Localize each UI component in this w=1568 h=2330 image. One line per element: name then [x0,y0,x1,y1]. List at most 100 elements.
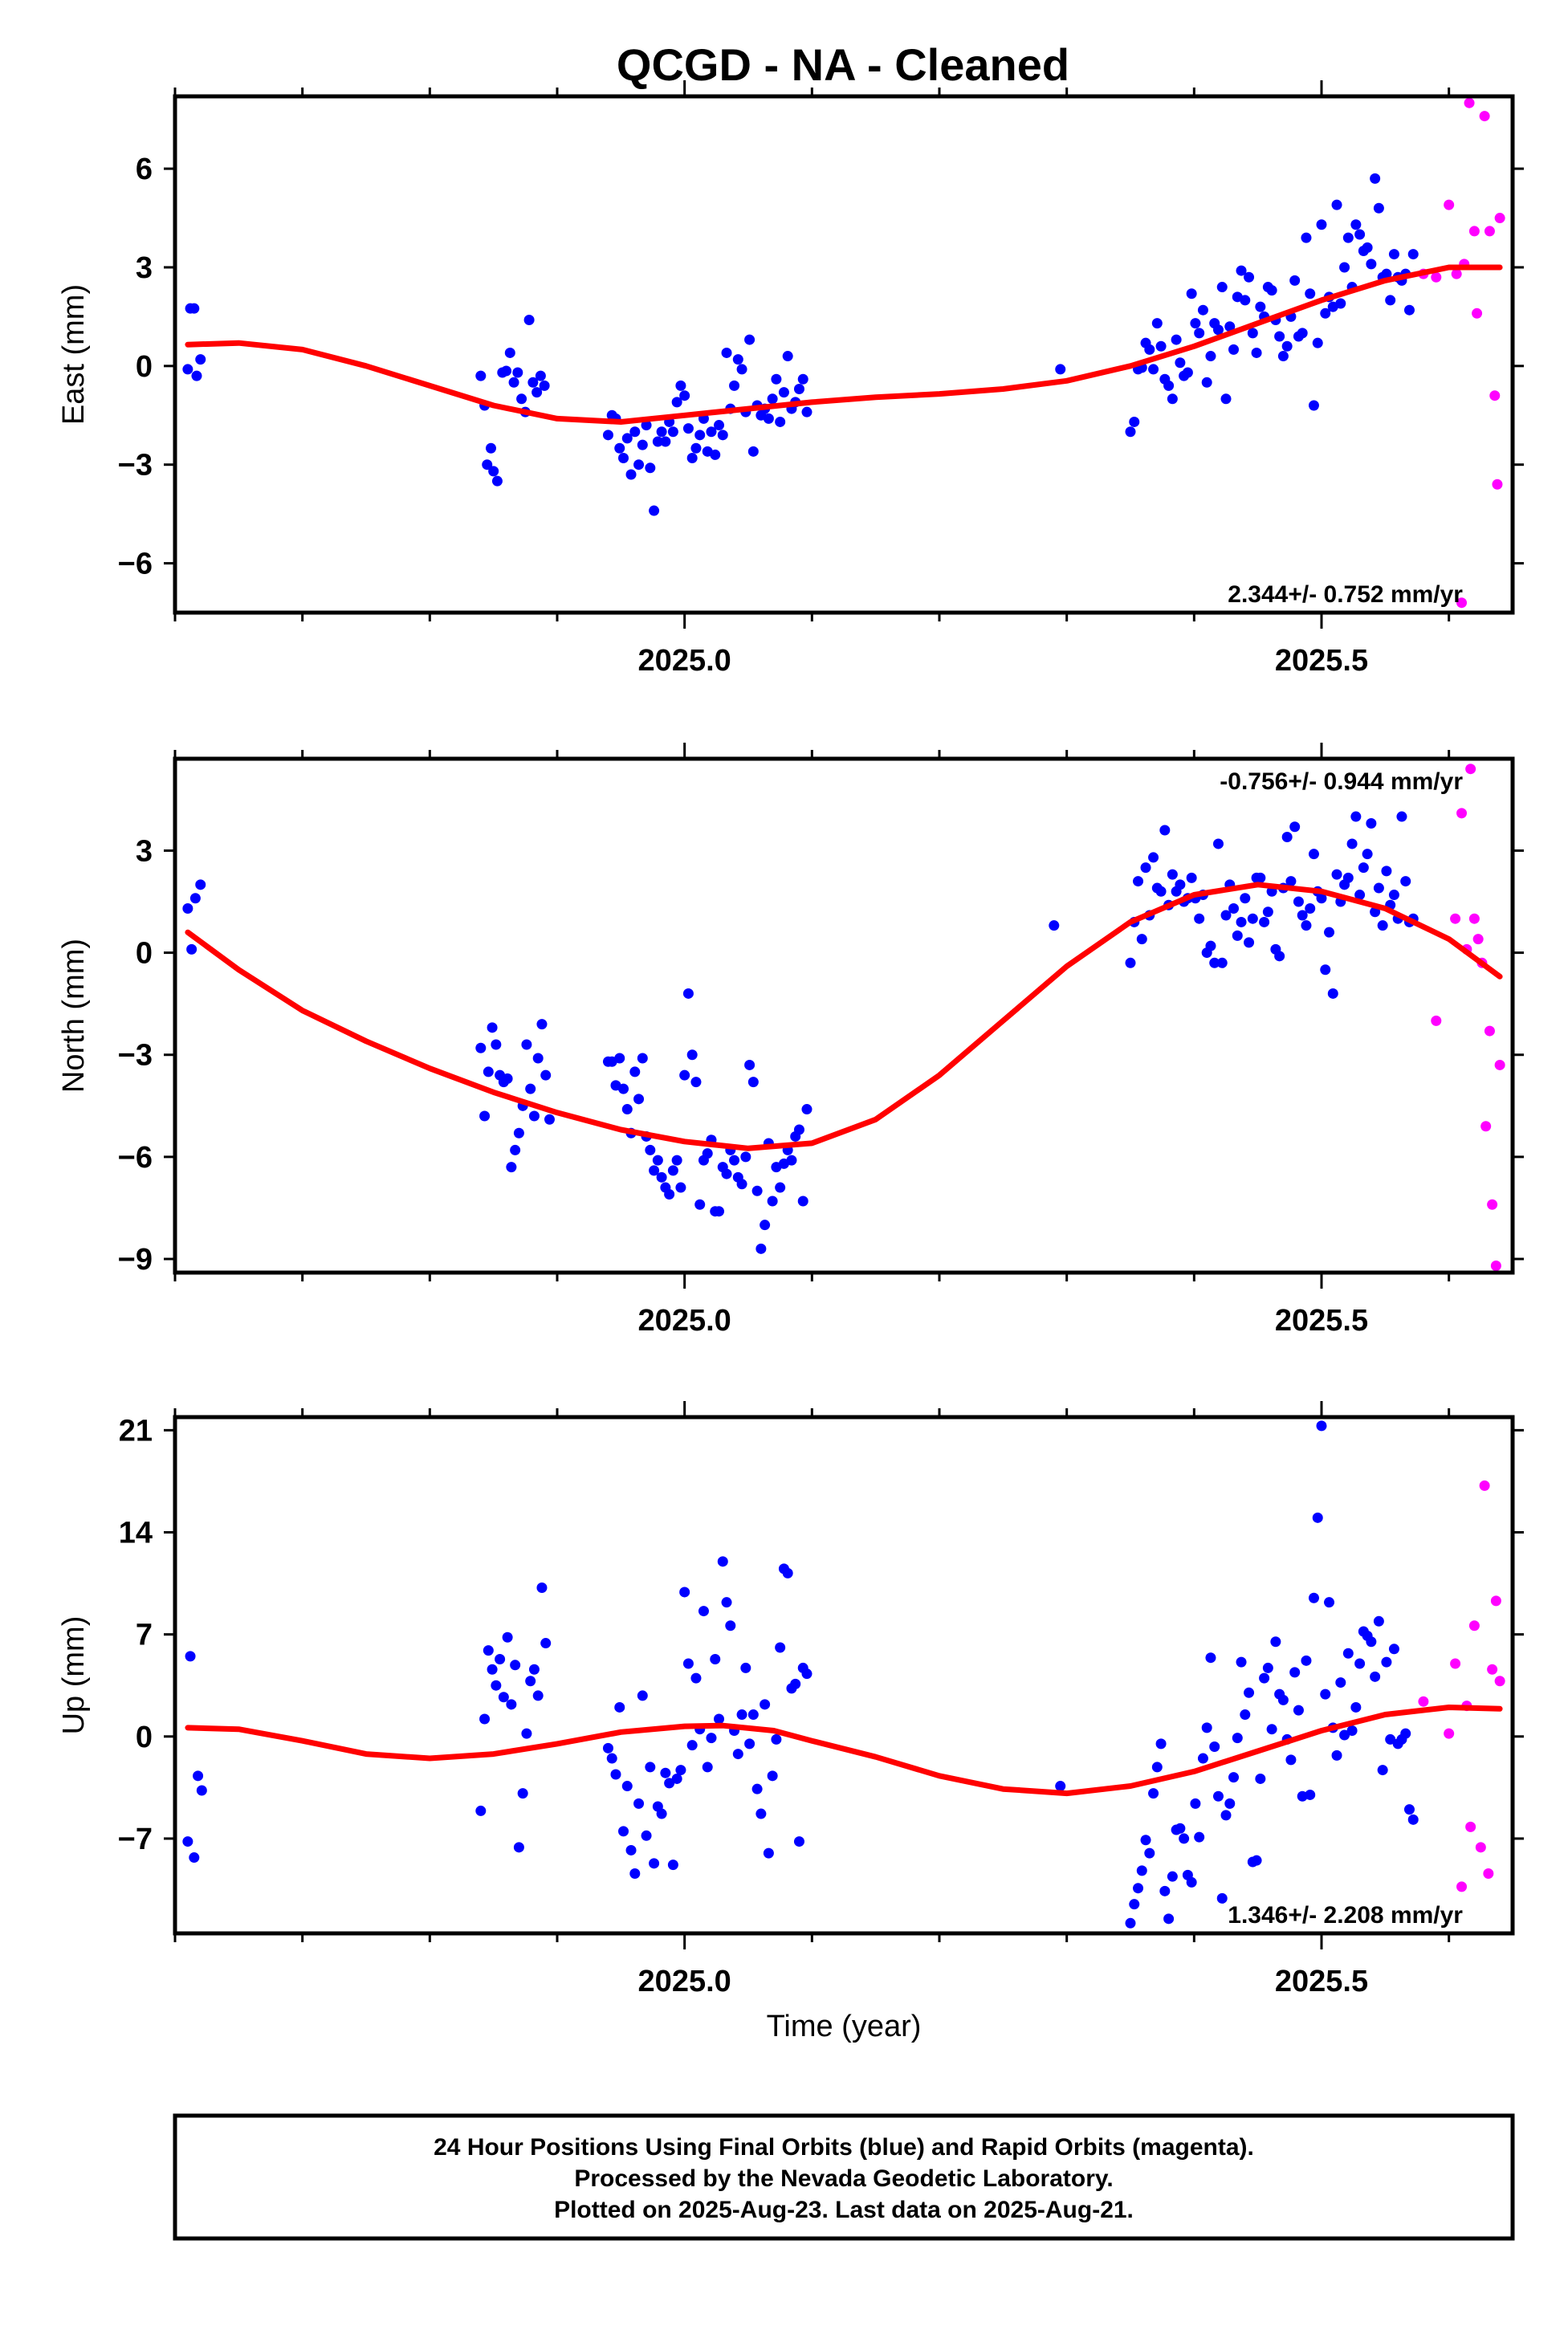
up-y-ticks: 21 14 7 0 −7 [118,1414,1524,1856]
up-final-point [1373,1615,1384,1627]
east-final-point [523,314,535,325]
east-final-point [775,416,786,427]
up-final-point [1240,1709,1251,1721]
north-final-point [536,1019,548,1030]
north-final-point [751,1185,763,1196]
up-final-point [1179,1833,1190,1844]
east-final-point [801,406,813,418]
up-final-point [1320,1688,1331,1700]
up-final-point [1055,1781,1066,1792]
north-rapid-point [1431,1015,1442,1026]
up-final-point [1190,1798,1201,1809]
up-final-point [714,1713,725,1725]
north-final-point [797,1196,808,1207]
north-final-point [1228,902,1240,914]
up-final-point [782,1567,793,1578]
north-y-axis-label: North (mm) [57,939,91,1093]
east-rapid-point [1472,308,1483,319]
north-rapid-point [1484,1025,1495,1037]
up-final-point [698,1606,709,1617]
north-final-point [1388,890,1399,901]
east-rapid-point [1489,390,1501,401]
east-final-point [671,397,682,408]
up-final-point [621,1781,633,1792]
up-final-point [528,1664,540,1675]
east-final-point [189,303,200,314]
up-final-point [637,1690,648,1701]
north-final-point [736,1179,747,1190]
east-y-axis-label: East (mm) [57,284,91,425]
north-final-point [1377,920,1388,931]
up-final-point [1277,1694,1289,1705]
up-rapid-point [1468,1620,1480,1631]
up-final-point [682,1658,694,1669]
north-final-point [1148,852,1159,863]
east-final-point [1373,202,1384,214]
east-final-point [1255,301,1266,312]
east-final-point [1342,232,1354,243]
up-final-point [760,1699,771,1710]
north-final-point [540,1069,552,1081]
north-final-point [686,1049,698,1061]
up-final-point [1197,1753,1208,1764]
north-final-point [618,1083,629,1094]
north-final-point [1186,872,1197,883]
north-final-point [1346,838,1358,849]
east-final-point [1308,400,1319,411]
east-rapid-point [1444,199,1455,210]
east-final-point [625,469,637,480]
north-final-point [645,1144,656,1155]
up-final-point [1305,1789,1316,1800]
north-final-point [1155,886,1167,897]
north-frame [173,756,1515,1275]
up-final-point [1136,1865,1147,1876]
up-final-point [182,1836,193,1847]
north-final-point [1316,893,1327,904]
east-final-point [797,373,808,385]
up-final-point [1308,1592,1319,1603]
east-rapid-point [1484,226,1495,237]
up-final-point [525,1676,536,1687]
north-final-point [532,1053,544,1064]
east-final-point [717,430,728,441]
north-final-point [667,1165,678,1176]
north-final-point [506,1162,517,1173]
east-final-point [1205,351,1216,362]
east-final-point [1212,324,1224,336]
up-final-point [629,1868,641,1880]
east-final-point [736,364,747,375]
up-final-point [675,1765,686,1776]
east-rapid-point [1492,479,1503,490]
up-final-point [767,1770,778,1782]
north-xtick-label: 2025.5 [1275,1304,1368,1338]
up-final-point [1144,1847,1155,1859]
east-final-point [732,354,743,365]
up-final-point [660,1767,671,1778]
east-final-point [1224,321,1236,332]
footer-box: 24 Hour Positions Using Final Orbits (bl… [173,2113,1515,2241]
east-final-point [1407,249,1419,260]
up-final-point [763,1847,774,1859]
up-final-point [1167,1871,1178,1882]
up-final-point [193,1770,204,1782]
north-final-point [729,1155,740,1166]
north-final-point [479,1110,491,1122]
north-final-point [682,988,694,999]
up-final-point [747,1709,759,1721]
north-final-point [649,1165,660,1176]
north-final-point [491,1039,502,1050]
north-final-point [1167,869,1178,880]
up-final-point [606,1753,617,1764]
up-final-point [679,1587,690,1598]
north-final-point [1232,930,1243,941]
east-final-point [1251,347,1262,358]
north-rapid-point [1456,808,1468,819]
up-final-point [1220,1810,1232,1821]
east-final-point [191,370,202,381]
east-rate-label: 2.344+/- 0.752 mm/yr [1228,581,1463,608]
east-final-point [771,373,782,385]
north-final-point [544,1114,555,1125]
east-final-point [1301,232,1312,243]
up-final-point [690,1672,702,1684]
